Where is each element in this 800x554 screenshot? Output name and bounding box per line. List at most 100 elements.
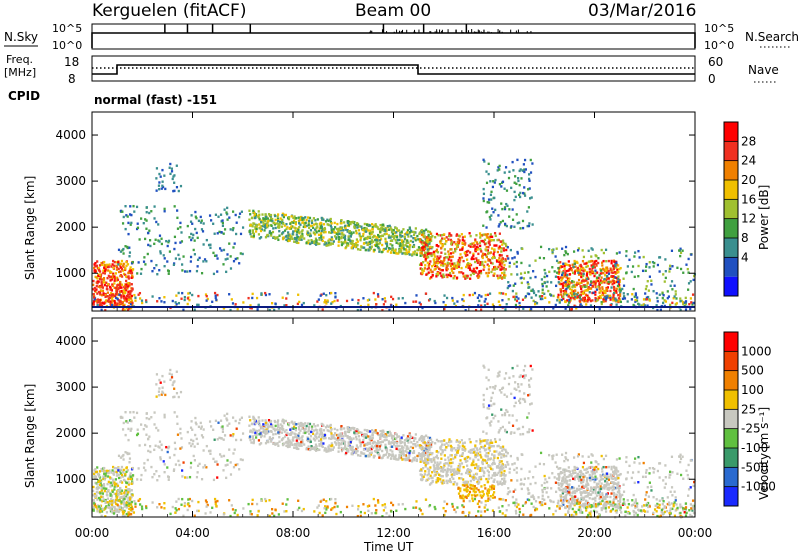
data-cell — [562, 262, 565, 265]
data-cell — [527, 283, 530, 286]
data-cell — [425, 244, 428, 247]
data-cell — [531, 223, 534, 226]
data-cell — [249, 304, 252, 307]
data-cell — [366, 223, 369, 227]
data-cell — [604, 291, 607, 294]
data-cell — [303, 237, 306, 240]
data-cell — [321, 445, 324, 449]
data-cell — [575, 282, 579, 285]
data-cell — [215, 254, 218, 257]
data-cell — [492, 238, 495, 242]
data-cell — [330, 222, 333, 225]
data-cell — [520, 177, 523, 180]
data-cell — [276, 421, 279, 424]
data-cell — [399, 250, 403, 253]
data-cell — [429, 232, 433, 235]
data-cell — [373, 454, 376, 458]
data-cell — [234, 303, 237, 306]
data-cell — [159, 250, 162, 253]
data-cell — [356, 427, 359, 431]
data-cell — [193, 239, 196, 242]
data-cell — [110, 484, 113, 487]
data-cell — [283, 430, 286, 433]
data-cell — [445, 240, 448, 243]
data-cell — [470, 463, 473, 467]
data-cell — [252, 222, 255, 225]
data-cell — [456, 482, 459, 485]
data-cell — [346, 221, 350, 225]
noise-left-tick-bottom: 10^0 — [52, 39, 82, 52]
data-cell — [157, 239, 160, 242]
data-cell — [128, 213, 132, 216]
data-cell — [478, 232, 482, 235]
data-cell — [314, 219, 317, 222]
data-cell — [369, 229, 372, 232]
data-cell — [326, 429, 329, 432]
colorbar-swatch — [724, 218, 738, 238]
data-cell — [383, 439, 386, 442]
data-cell — [300, 424, 304, 427]
data-cell — [592, 280, 595, 284]
data-cell — [120, 275, 124, 278]
data-cell — [451, 299, 454, 302]
data-cell — [293, 226, 296, 229]
data-cell — [483, 238, 487, 242]
data-cell — [602, 271, 605, 275]
data-cell — [480, 250, 483, 253]
data-cell — [100, 281, 103, 284]
data-cell — [412, 300, 415, 303]
data-cell — [498, 223, 501, 226]
data-cell — [251, 431, 254, 434]
data-cell — [487, 464, 490, 467]
colorbar-swatch — [724, 122, 738, 142]
data-cell — [609, 294, 612, 298]
data-cell — [401, 244, 404, 247]
data-cell — [298, 437, 301, 440]
data-cell — [444, 252, 447, 256]
data-cell — [219, 213, 223, 216]
data-cell — [153, 267, 156, 270]
data-cell — [501, 261, 504, 264]
data-cell — [604, 299, 607, 303]
data-cell — [390, 304, 393, 307]
data-cell — [434, 236, 437, 239]
data-cell — [346, 243, 349, 247]
data-cell — [362, 232, 365, 236]
data-cell — [247, 296, 250, 300]
data-cell — [343, 221, 346, 224]
data-cell — [182, 308, 185, 311]
data-cell — [436, 472, 439, 475]
data-cell — [174, 241, 177, 245]
data-cell — [482, 446, 485, 450]
data-cell — [119, 266, 123, 269]
data-cell — [106, 505, 109, 509]
data-cell — [374, 238, 377, 242]
data-cell — [579, 267, 582, 271]
data-cell — [170, 170, 174, 173]
data-cell — [448, 468, 452, 471]
data-cell — [363, 428, 366, 432]
data-cell — [428, 252, 431, 255]
data-cell — [344, 224, 347, 228]
data-cell — [478, 294, 481, 297]
data-cell — [406, 245, 409, 248]
data-cell — [463, 441, 466, 444]
data-cell — [121, 269, 125, 272]
data-cell — [290, 225, 293, 228]
data-cell — [297, 293, 300, 296]
data-cell — [298, 231, 301, 234]
data-cell — [401, 458, 404, 461]
data-cell — [317, 439, 321, 442]
data-cell — [95, 264, 98, 268]
data-cell — [407, 456, 410, 460]
data-cell — [280, 225, 284, 228]
data-cell — [136, 226, 140, 230]
data-cell — [485, 254, 488, 257]
data-cell — [120, 465, 124, 469]
data-cell — [610, 269, 613, 273]
data-cell — [169, 172, 172, 176]
data-cell — [100, 484, 103, 487]
data-cell — [291, 438, 294, 442]
data-cell — [625, 250, 628, 253]
data-cell — [449, 248, 452, 251]
